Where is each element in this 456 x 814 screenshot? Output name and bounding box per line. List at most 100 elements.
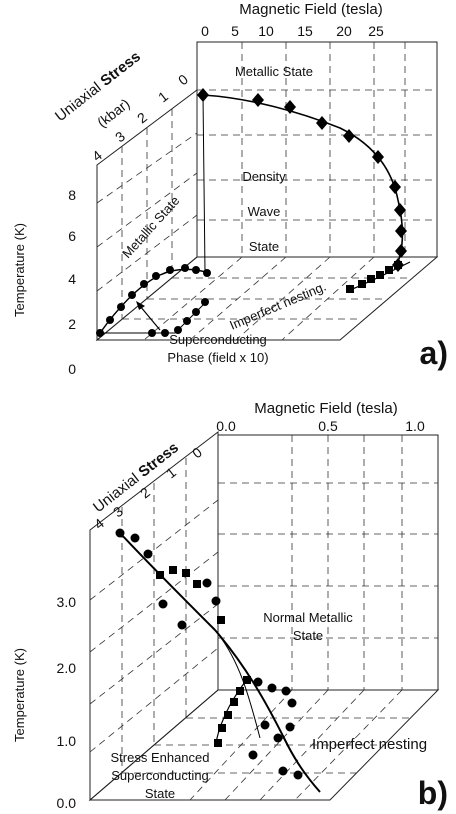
dws-point [252, 93, 264, 107]
temperature-tick: 8 [68, 187, 76, 203]
circle-point [281, 686, 291, 696]
circle-point [130, 533, 140, 543]
sc-point [174, 326, 182, 334]
panel-b-normal-metallic-1: Normal Metallic [263, 610, 353, 625]
dws-point [395, 224, 407, 238]
square-point [224, 711, 232, 719]
panel-b-back-wall-grid [217, 434, 439, 691]
stress-tick: 4 [91, 515, 107, 533]
panel-a-temperature-ticks: 0 2 4 6 8 [68, 187, 76, 377]
nesting-point [385, 266, 393, 274]
temperature-tick: 0 [68, 361, 76, 377]
panel-b-stress-enhanced-1: Stress Enhanced [110, 750, 209, 765]
circle-point [273, 733, 283, 743]
square-point [230, 698, 238, 706]
dws-point [395, 244, 407, 258]
sc-point [192, 266, 200, 274]
dws-point [316, 116, 328, 130]
sc-point [140, 280, 148, 288]
sc-point [117, 303, 125, 311]
sc-point [192, 308, 200, 316]
panel-a-metallic-top: Metallic State [235, 64, 313, 79]
field-tick: 0.5 [318, 418, 338, 434]
sc-point [203, 269, 211, 277]
panel-a-markers [96, 88, 407, 337]
sc-point [96, 329, 104, 337]
temperature-tick: 3.0 [57, 594, 77, 610]
dws-point [343, 129, 355, 143]
nesting-point [358, 280, 366, 288]
panel-a-state: State [249, 239, 279, 254]
field-tick: 0 [201, 23, 209, 39]
square-point [214, 739, 222, 747]
circle-point [211, 596, 221, 606]
square-point [193, 580, 201, 588]
panel-b-field-ticks: 0.0 0.5 1.0 [216, 418, 425, 434]
panel-b-temperature-ticks: 0.0 1.0 2.0 3.0 [57, 594, 77, 811]
panel-b-label: b) [418, 775, 448, 811]
square-point [236, 687, 244, 695]
panel-b-stress-enhanced-3: State [145, 786, 175, 801]
stress-tick: 0 [175, 71, 191, 89]
panel-a-sc-floor-line [100, 299, 209, 334]
stress-tick: 1 [155, 88, 171, 106]
panel-a-label: a) [420, 335, 448, 371]
panel-b-temperature-title: Temperature (K) [12, 648, 27, 742]
panel-a-sc-curve [99, 268, 207, 334]
panel-a: Magnetic Field (tesla) 0 5 10 15 20 25 U… [12, 1, 448, 377]
temperature-tick: 2.0 [57, 660, 77, 676]
sc-point [152, 272, 160, 280]
dws-point [394, 203, 406, 217]
stress-tick: 0 [189, 444, 205, 462]
panel-b-field-title: Magnetic Field (tesla) [254, 400, 397, 417]
field-tick: 10 [258, 23, 274, 39]
square-point [182, 569, 190, 577]
stress-tick: 2 [137, 484, 153, 502]
circle-point [143, 549, 153, 559]
square-point [218, 724, 226, 732]
panel-a-imperfect-nesting: Imperfect nesting. [227, 279, 328, 333]
panel-b-normal-metallic-2: State [293, 628, 323, 643]
circle-point [115, 528, 125, 538]
panel-a-temperature-title: Temperature (K) [12, 223, 27, 317]
dws-point [197, 88, 209, 102]
stress-tick: 4 [89, 147, 105, 165]
panel-b-stress-enhanced-2: Superconducting [111, 768, 209, 783]
nesting-point [376, 271, 384, 279]
panel-a-arrow [136, 301, 161, 331]
circle-point [260, 720, 270, 730]
panel-b: Magnetic Field (tesla) 0.0 0.5 1.0 Uniax… [12, 400, 448, 811]
temperature-tick: 1.0 [57, 733, 77, 749]
field-tick: 15 [297, 23, 313, 39]
panel-a-dws-curve [202, 94, 404, 263]
circle-point [285, 722, 295, 732]
circle-point [267, 683, 277, 693]
field-tick: 20 [336, 23, 352, 39]
panel-a-superconducting-2: Phase (field x 10) [167, 350, 268, 365]
sc-point [161, 329, 169, 337]
circle-point [287, 698, 297, 708]
sc-point [128, 291, 136, 299]
stress-tick: 2 [134, 109, 150, 127]
square-point [156, 571, 164, 579]
sc-point [166, 266, 174, 274]
sc-point [183, 317, 191, 325]
circle-point [293, 770, 303, 780]
field-tick: 1.0 [405, 418, 425, 434]
dws-point [284, 100, 296, 114]
panel-b-stress-title: Uniaxial Stress [90, 439, 182, 516]
dws-point [389, 180, 401, 194]
panel-a-left-wall-grid [96, 89, 198, 342]
stress-tick: 3 [110, 503, 126, 521]
panel-a-field-ticks: 0 5 10 15 20 25 [201, 23, 384, 39]
circle-point [253, 677, 263, 687]
stress-tick: 1 [163, 464, 179, 482]
sc-point [201, 298, 209, 306]
circle-point [202, 578, 212, 588]
circle-point [158, 599, 168, 609]
square-point [217, 616, 225, 624]
field-tick: 0.0 [216, 418, 236, 434]
circle-point [248, 750, 258, 760]
panel-a-field-title: Magnetic Field (tesla) [239, 1, 382, 18]
nesting-point [394, 261, 402, 269]
